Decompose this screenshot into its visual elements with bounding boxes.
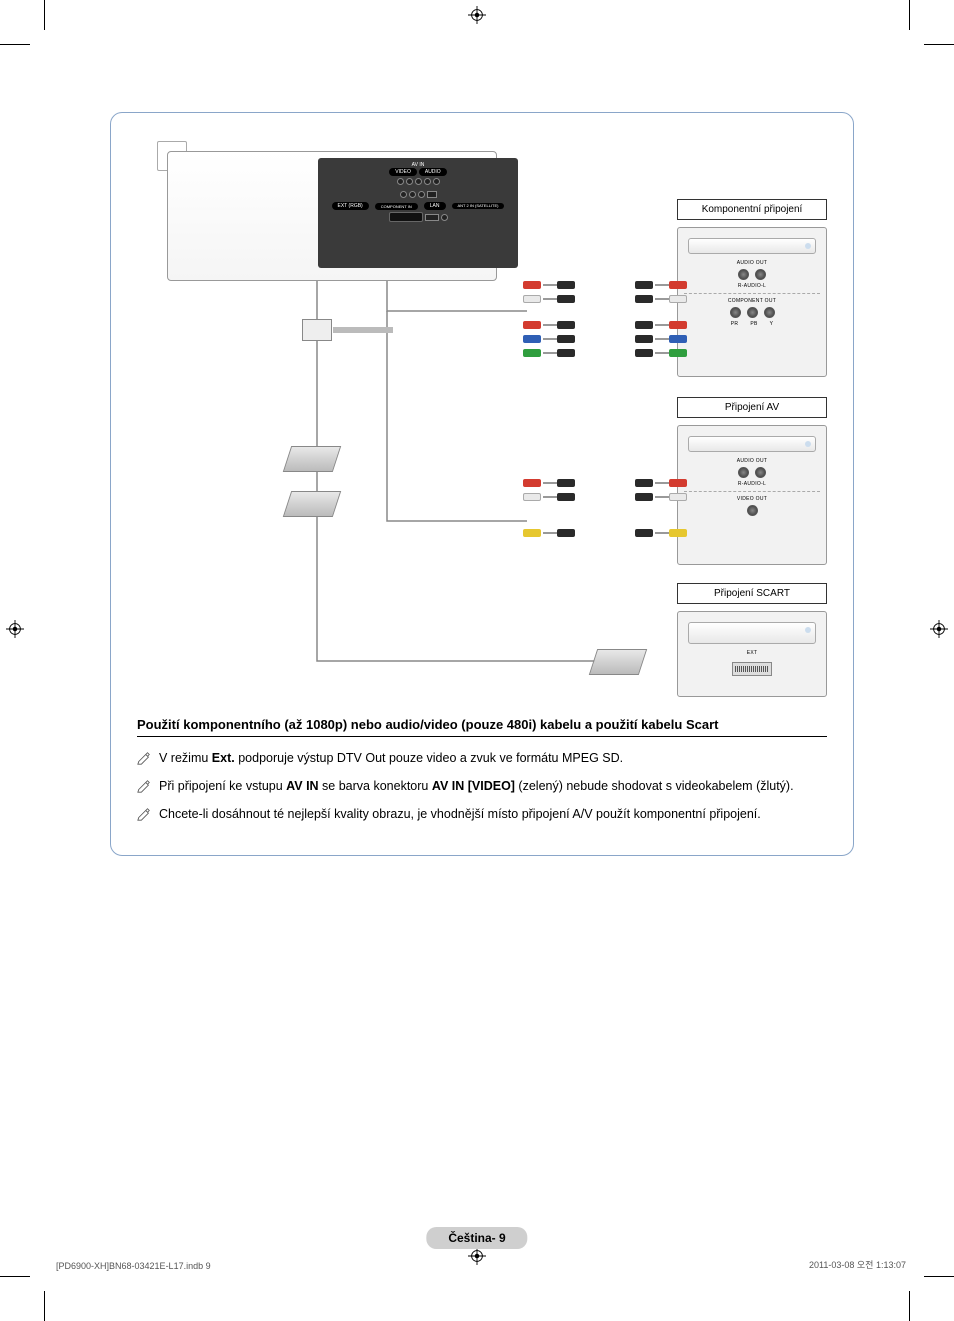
notes-list: V režimu Ext. podporuje výstup DTV Out p… xyxy=(137,749,827,823)
separator xyxy=(684,491,820,492)
scart-connector-icon xyxy=(589,649,647,675)
panel-label-ant2: ANT 2 IN (SATELLITE) xyxy=(452,203,505,209)
title-av: Připojení AV xyxy=(677,397,827,418)
label-audio-out: AUDIO OUT xyxy=(682,260,822,266)
registration-mark-icon xyxy=(468,6,486,24)
tv-body: AV IN VIDEO AUDIO xyxy=(167,151,497,281)
crop-mark xyxy=(0,1276,30,1277)
scart-port-icon xyxy=(732,662,772,676)
content-frame: AV IN VIDEO AUDIO xyxy=(110,112,854,856)
crop-mark xyxy=(924,1276,954,1277)
section-heading: Použití komponentního (až 1080p) nebo au… xyxy=(137,717,827,737)
crop-mark xyxy=(909,0,910,30)
rca-jack-icon xyxy=(747,307,758,318)
title-scart: Připojení SCART xyxy=(677,583,827,604)
rca-jack-icon xyxy=(755,467,766,478)
label-ext: EXT xyxy=(682,650,822,656)
rca-jack-icon xyxy=(764,307,775,318)
source-device-icon xyxy=(688,436,816,452)
label-r-audio-l: R-AUDIO-L xyxy=(682,283,822,289)
footer-right-text: 2011-03-08 오전 1:13:07 xyxy=(809,1258,906,1271)
rca-jack-icon xyxy=(747,505,758,516)
rca-port-icon xyxy=(418,191,425,198)
rca-port-icon xyxy=(409,191,416,198)
page-footer-pill: Čeština- 9 xyxy=(426,1227,527,1249)
rca-jack-icon xyxy=(755,269,766,280)
scart-connector-icon xyxy=(283,491,341,517)
label-pb: PB xyxy=(750,321,757,327)
panel-av: AUDIO OUT R-AUDIO-L VIDEO OUT xyxy=(677,425,827,565)
crop-mark xyxy=(909,1291,910,1321)
panel-label-component: COMPONENT IN xyxy=(375,203,418,210)
rca-port-icon xyxy=(415,178,422,185)
rca-port-icon xyxy=(400,191,407,198)
rca-jack-icon xyxy=(738,467,749,478)
crop-mark xyxy=(44,0,45,30)
panel-label-video: VIDEO xyxy=(389,168,417,176)
rca-port-icon xyxy=(397,178,404,185)
separator xyxy=(684,293,820,294)
registration-mark-icon xyxy=(6,620,24,638)
adapter-cable xyxy=(333,327,393,333)
rca-jack-icon xyxy=(730,307,741,318)
note-text: Při připojení ke vstupu AV IN se barva k… xyxy=(159,779,794,793)
rca-port-icon xyxy=(424,178,431,185)
crop-mark xyxy=(924,44,954,45)
panel-label-extrgb: EXT (RGB) xyxy=(332,202,369,210)
note-icon xyxy=(137,751,151,765)
label-y: Y xyxy=(770,321,774,327)
note-item: Chcete-li dosáhnout té nejlepší kvality … xyxy=(137,805,827,823)
note-item: Při připojení ke vstupu AV IN se barva k… xyxy=(137,777,827,795)
label-video-out: VIDEO OUT xyxy=(682,496,822,502)
coax-port-icon xyxy=(441,214,448,221)
label-audio-out: AUDIO OUT xyxy=(682,458,822,464)
lan-port-icon xyxy=(425,214,439,221)
rca-jack-icon xyxy=(738,269,749,280)
rca-port-icon xyxy=(406,178,413,185)
panel-scart: EXT xyxy=(677,611,827,697)
source-device-icon xyxy=(688,622,816,644)
registration-mark-icon xyxy=(930,620,948,638)
note-item: V režimu Ext. podporuje výstup DTV Out p… xyxy=(137,749,827,767)
label-r-audio-l: R-AUDIO-L xyxy=(682,481,822,487)
title-component: Komponentní připojení xyxy=(677,199,827,220)
connection-diagram: AV IN VIDEO AUDIO xyxy=(137,141,827,701)
note-icon xyxy=(137,779,151,793)
panel-label-lan: LAN xyxy=(424,202,446,210)
crop-mark xyxy=(44,1291,45,1321)
rca-port-icon xyxy=(433,178,440,185)
footer-left-text: [PD6900-XH]BN68-03421E-L17.indb 9 xyxy=(56,1261,211,1271)
label-pr: PR xyxy=(731,321,739,327)
tv-rear-panel: AV IN VIDEO AUDIO xyxy=(318,158,518,268)
note-icon xyxy=(137,807,151,821)
optical-port-icon xyxy=(427,191,437,198)
registration-mark-icon xyxy=(468,1247,486,1265)
label-component-out: COMPONENT OUT xyxy=(682,298,822,304)
note-text: Chcete-li dosáhnout té nejlepší kvality … xyxy=(159,807,761,821)
crop-mark xyxy=(0,44,30,45)
source-device-icon xyxy=(688,238,816,254)
scart-port-icon xyxy=(389,212,423,222)
scart-connector-icon xyxy=(283,446,341,472)
panel-label-audio: AUDIO xyxy=(419,168,447,176)
note-text: V režimu Ext. podporuje výstup DTV Out p… xyxy=(159,751,623,765)
panel-component: AUDIO OUT R-AUDIO-L COMPONENT OUT PR PB … xyxy=(677,227,827,377)
adapter-icon xyxy=(302,319,332,341)
